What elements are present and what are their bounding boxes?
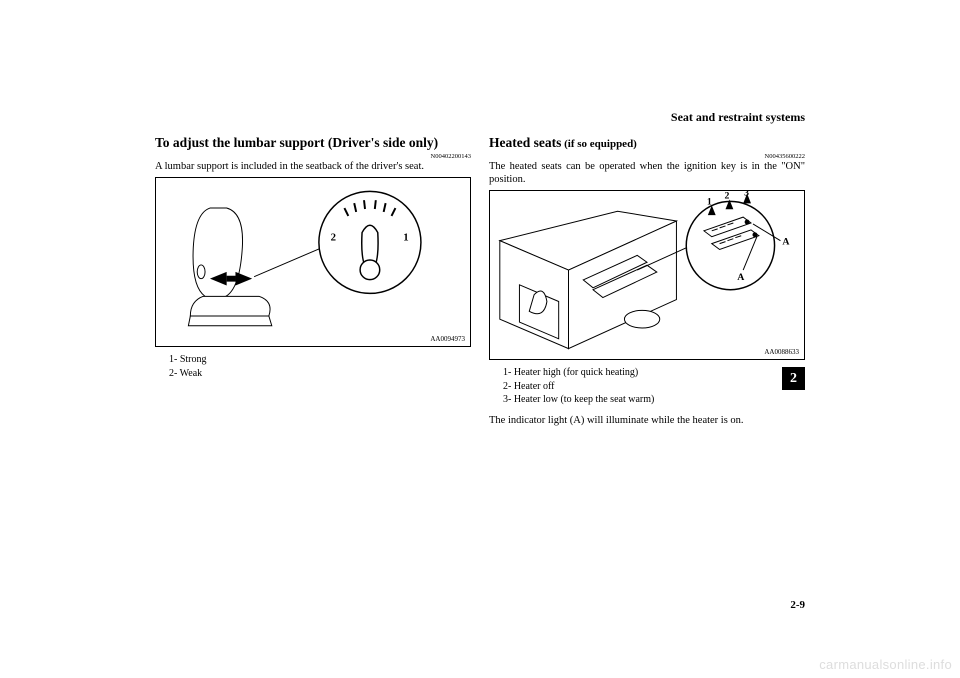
heated-figure: 1 2 3 A A AA0088633 [489, 190, 805, 360]
switch-label-3: 3 [744, 191, 749, 199]
lumbar-figure-id: AA0094973 [430, 335, 465, 343]
left-column: To adjust the lumbar support (Driver's s… [155, 135, 471, 426]
lumbar-figure: 2 1 AA0094973 [155, 177, 471, 347]
heated-title-sub: (if so equipped) [561, 138, 637, 150]
right-column: Heated seats (if so equipped) N004356002… [489, 135, 805, 426]
lumbar-paragraph: A lumbar support is included in the seat… [155, 160, 471, 173]
heated-legend-2: 2- Heater off [503, 380, 805, 394]
lumbar-legend-2: 2- Weak [169, 367, 471, 381]
heated-title-main: Heated seats [489, 135, 561, 150]
lumbar-doc-id: N00402200143 [155, 153, 471, 160]
lumbar-legend-1: 1- Strong [169, 353, 471, 367]
dial-label-1: 1 [403, 232, 408, 244]
heated-svg: 1 2 3 A A [490, 191, 804, 359]
indicator-label-a2: A [737, 272, 744, 283]
lumbar-title: To adjust the lumbar support (Driver's s… [155, 135, 471, 151]
heated-paragraph: The heated seats can be operated when th… [489, 160, 805, 186]
heated-after-text: The indicator light (A) will illuminate … [489, 415, 805, 426]
lumbar-legend: 1- Strong 2- Weak [155, 347, 471, 380]
watermark: carmanualsonline.info [819, 657, 952, 672]
heated-doc-id: N00435600222 [489, 153, 805, 160]
page-header-section: Seat and restraint systems [155, 110, 805, 125]
chapter-tab: 2 [782, 367, 805, 390]
indicator-label-a1: A [782, 237, 789, 248]
lumbar-svg: 2 1 [156, 178, 470, 346]
heated-figure-id: AA0088633 [764, 348, 799, 356]
heated-title: Heated seats (if so equipped) [489, 135, 805, 151]
switch-label-1: 1 [707, 197, 712, 208]
switch-label-2: 2 [725, 191, 730, 201]
dial-label-2: 2 [331, 232, 336, 244]
heated-legend: 1- Heater high (for quick heating) 2- He… [489, 360, 805, 407]
page-number: 2-9 [790, 599, 805, 611]
heated-legend-1: 1- Heater high (for quick heating) [503, 366, 805, 380]
heated-legend-3: 3- Heater low (to keep the seat warm) [503, 393, 805, 407]
